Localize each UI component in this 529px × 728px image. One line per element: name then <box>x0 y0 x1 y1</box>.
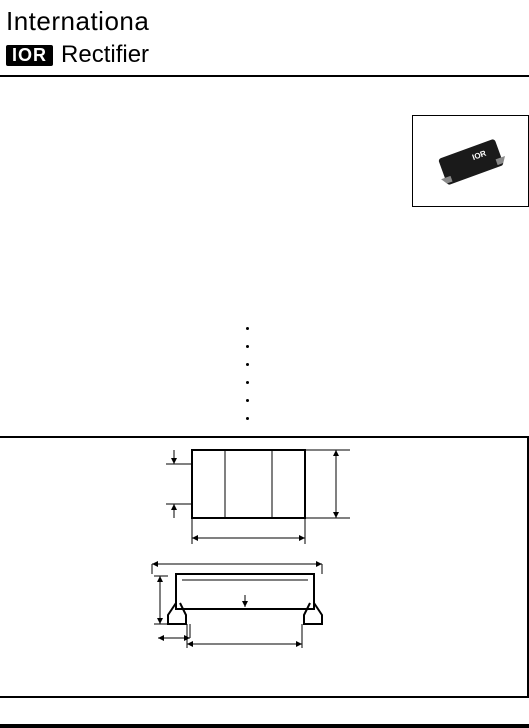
brand-line2: Rectifier <box>61 41 149 69</box>
package-drawing-frame <box>0 436 529 698</box>
brand-line1: Internationa <box>0 6 529 37</box>
bullet-item <box>258 374 261 392</box>
bullet-item <box>258 320 261 338</box>
header-rule <box>0 75 529 77</box>
bullet-item <box>258 410 261 428</box>
feature-bullets <box>258 320 261 428</box>
package-drawing <box>0 438 529 700</box>
ior-badge: IOR <box>6 45 53 66</box>
product-photo: IOR <box>412 115 529 207</box>
frame-bottom-rule <box>0 720 529 728</box>
brand-header: Internationa IOR Rectifier <box>0 0 529 81</box>
bullet-item <box>258 338 261 356</box>
bullet-item <box>258 392 261 410</box>
chip-illustration: IOR <box>413 116 529 207</box>
bullet-item <box>258 356 261 374</box>
